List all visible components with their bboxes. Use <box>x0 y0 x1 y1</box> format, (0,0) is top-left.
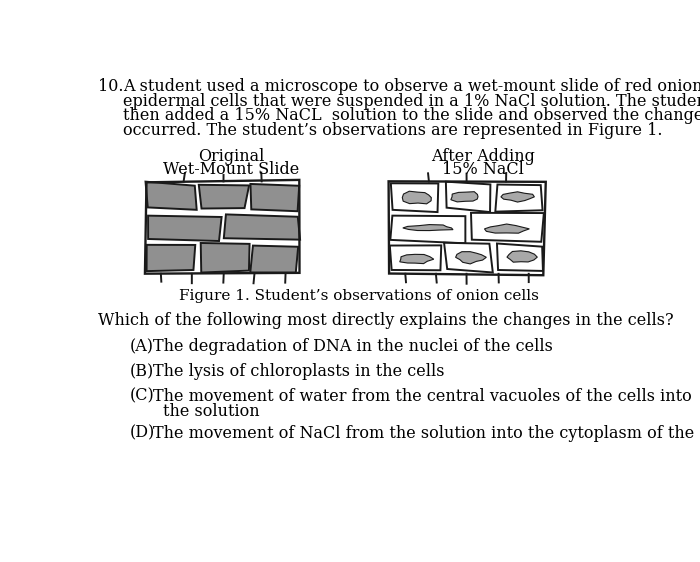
Polygon shape <box>497 243 543 271</box>
Text: occurred. The student’s observations are represented in Figure 1.: occurred. The student’s observations are… <box>123 122 663 139</box>
Polygon shape <box>391 183 438 212</box>
Text: Wet-Mount Slide: Wet-Mount Slide <box>162 161 299 178</box>
Text: (B): (B) <box>130 363 155 380</box>
Polygon shape <box>444 243 493 273</box>
Text: The degradation of DNA in the nuclei of the cells: The degradation of DNA in the nuclei of … <box>153 338 553 356</box>
Polygon shape <box>451 192 478 202</box>
Polygon shape <box>224 214 300 239</box>
Polygon shape <box>446 182 491 212</box>
Polygon shape <box>507 251 538 262</box>
Text: After Adding: After Adding <box>430 147 535 165</box>
Text: Figure 1. Student’s observations of onion cells: Figure 1. Student’s observations of onio… <box>178 289 539 303</box>
Text: (D): (D) <box>130 425 155 442</box>
Polygon shape <box>390 246 441 270</box>
Text: (A): (A) <box>130 338 154 356</box>
Polygon shape <box>400 255 434 264</box>
Polygon shape <box>484 224 529 233</box>
Polygon shape <box>402 191 431 204</box>
Text: (C): (C) <box>130 388 155 405</box>
Polygon shape <box>148 216 222 241</box>
Text: Which of the following most directly explains the changes in the cells?: Which of the following most directly exp… <box>98 312 674 329</box>
Polygon shape <box>146 182 197 210</box>
Polygon shape <box>199 185 249 209</box>
Polygon shape <box>402 225 453 230</box>
Text: 15% NaCl: 15% NaCl <box>442 161 524 178</box>
Text: A student used a microscope to observe a wet-mount slide of red onion: A student used a microscope to observe a… <box>123 78 700 95</box>
Polygon shape <box>471 213 544 242</box>
Text: Original: Original <box>197 147 264 165</box>
Text: then added a 15% NaCL  solution to the slide and observed the changes that: then added a 15% NaCL solution to the sl… <box>123 107 700 124</box>
Text: epidermal cells that were suspended in a 1% NaCl solution. The student: epidermal cells that were suspended in a… <box>123 93 700 110</box>
Polygon shape <box>251 246 298 273</box>
Text: 10.: 10. <box>98 78 124 95</box>
Polygon shape <box>391 216 466 243</box>
Polygon shape <box>251 184 299 211</box>
Polygon shape <box>496 184 542 212</box>
Polygon shape <box>501 192 534 202</box>
Text: The movement of water from the central vacuoles of the cells into: The movement of water from the central v… <box>153 388 692 405</box>
Text: The lysis of chloroplasts in the cells: The lysis of chloroplasts in the cells <box>153 363 445 380</box>
Polygon shape <box>201 243 250 273</box>
Polygon shape <box>456 252 486 264</box>
Polygon shape <box>146 245 195 271</box>
Text: the solution: the solution <box>163 403 260 420</box>
Text: The movement of NaCl from the solution into the cytoplasm of the cells: The movement of NaCl from the solution i… <box>153 425 700 442</box>
